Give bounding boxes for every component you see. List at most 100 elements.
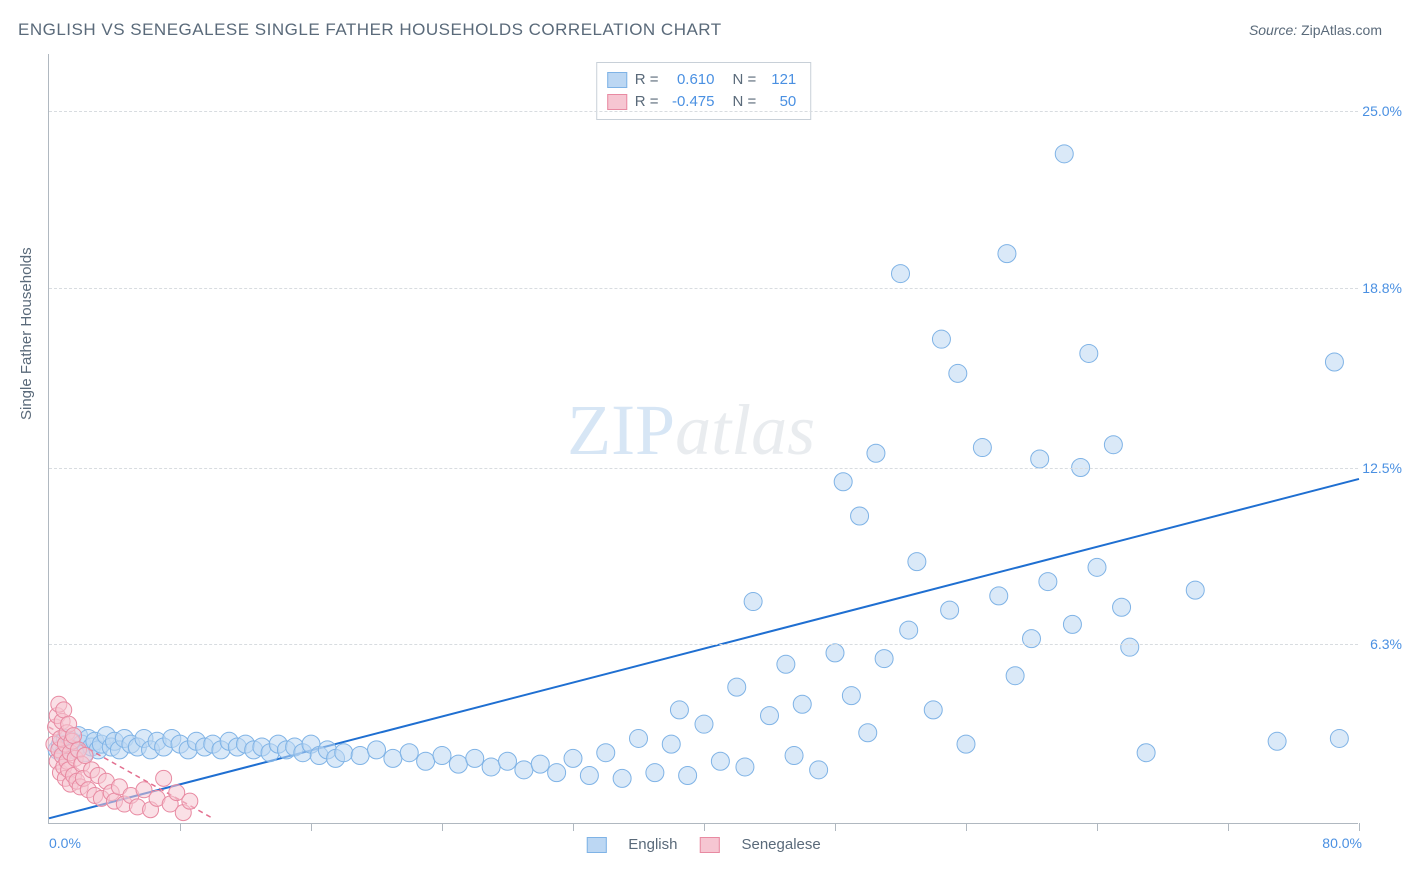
- data-point: [1330, 729, 1348, 747]
- data-point: [957, 735, 975, 753]
- n-value: 50: [764, 91, 796, 113]
- data-point: [449, 755, 467, 773]
- data-point: [433, 747, 451, 765]
- source-attribution: Source: ZipAtlas.com: [1249, 22, 1382, 38]
- legend-swatch: [607, 72, 627, 88]
- series-legend: English Senegalese: [586, 836, 820, 853]
- x-tick: [1359, 823, 1360, 831]
- n-value: 121: [764, 69, 796, 91]
- data-point: [156, 770, 172, 786]
- data-point: [1031, 450, 1049, 468]
- y-tick-label: 18.8%: [1362, 280, 1402, 296]
- data-point: [335, 744, 353, 762]
- legend-label: Senegalese: [741, 836, 820, 853]
- plot-area: ZIPatlas R =0.610N =121R =-0.475N =50 0.…: [48, 54, 1358, 824]
- x-axis-min-label: 0.0%: [49, 835, 81, 851]
- gridline: [49, 644, 1358, 645]
- data-point: [941, 601, 959, 619]
- x-tick: [704, 823, 705, 831]
- data-point: [66, 728, 82, 744]
- r-value: 0.610: [667, 69, 715, 91]
- data-point: [613, 769, 631, 787]
- data-point: [515, 761, 533, 779]
- y-tick-label: 6.3%: [1370, 636, 1402, 652]
- data-point: [417, 752, 435, 770]
- correlation-row: R =0.610N =121: [607, 69, 797, 91]
- gridline: [49, 468, 1358, 469]
- data-point: [77, 748, 93, 764]
- data-point: [482, 758, 500, 776]
- data-point: [785, 747, 803, 765]
- legend-swatch: [586, 837, 606, 853]
- data-point: [580, 767, 598, 785]
- legend-swatch: [607, 94, 627, 110]
- data-point: [1186, 581, 1204, 599]
- x-tick: [180, 823, 181, 831]
- data-point: [728, 678, 746, 696]
- data-point: [182, 793, 198, 809]
- correlation-row: R = -0.475 N = 50: [607, 91, 797, 113]
- data-point: [630, 729, 648, 747]
- data-point: [384, 749, 402, 767]
- data-point: [892, 265, 910, 283]
- data-point: [1268, 732, 1286, 750]
- data-point: [466, 749, 484, 767]
- r-label: R =: [635, 91, 659, 113]
- data-point: [949, 364, 967, 382]
- data-point: [400, 744, 418, 762]
- data-point: [1006, 667, 1024, 685]
- data-point: [1055, 145, 1073, 163]
- legend-label: English: [628, 836, 677, 853]
- data-point: [695, 715, 713, 733]
- x-tick: [311, 823, 312, 831]
- data-point: [679, 767, 697, 785]
- data-point: [1137, 744, 1155, 762]
- data-point: [564, 749, 582, 767]
- data-point: [597, 744, 615, 762]
- data-point: [1104, 436, 1122, 454]
- data-point: [531, 755, 549, 773]
- data-point: [777, 655, 795, 673]
- data-point: [834, 473, 852, 491]
- legend-swatch: [699, 837, 719, 853]
- data-point: [1325, 353, 1343, 371]
- data-point: [646, 764, 664, 782]
- chart-container: ENGLISH VS SENEGALESE SINGLE FATHER HOUS…: [0, 0, 1406, 892]
- data-point: [368, 741, 386, 759]
- data-point: [900, 621, 918, 639]
- data-point: [990, 587, 1008, 605]
- data-point: [1121, 638, 1139, 656]
- scatter-svg: [49, 54, 1358, 823]
- data-point: [1080, 344, 1098, 362]
- data-point: [548, 764, 566, 782]
- x-tick: [573, 823, 574, 831]
- data-point: [761, 707, 779, 725]
- chart-title: ENGLISH VS SENEGALESE SINGLE FATHER HOUS…: [18, 20, 722, 40]
- data-point: [842, 687, 860, 705]
- x-tick: [835, 823, 836, 831]
- x-tick: [1228, 823, 1229, 831]
- n-label: N =: [733, 91, 757, 113]
- data-point: [973, 439, 991, 457]
- data-point: [851, 507, 869, 525]
- data-point: [810, 761, 828, 779]
- r-value: -0.475: [667, 91, 715, 113]
- data-point: [1113, 598, 1131, 616]
- y-tick-label: 25.0%: [1362, 103, 1402, 119]
- data-point: [1063, 615, 1081, 633]
- data-point: [908, 553, 926, 571]
- y-axis-label: Single Father Households: [18, 247, 35, 420]
- data-point: [859, 724, 877, 742]
- data-point: [744, 593, 762, 611]
- x-axis-max-label: 80.0%: [1322, 835, 1362, 851]
- x-tick: [966, 823, 967, 831]
- source-label: Source:: [1249, 22, 1297, 38]
- data-point: [56, 702, 72, 718]
- data-point: [793, 695, 811, 713]
- data-point: [875, 650, 893, 668]
- trend-line: [49, 479, 1359, 818]
- data-point: [499, 752, 517, 770]
- r-label: R =: [635, 69, 659, 91]
- x-tick: [442, 823, 443, 831]
- data-point: [1039, 573, 1057, 591]
